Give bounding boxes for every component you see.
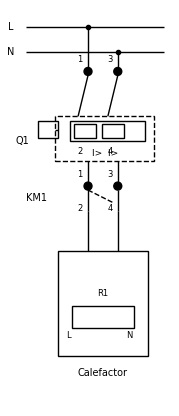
Text: N: N — [127, 331, 133, 340]
Bar — [102, 124, 124, 138]
Text: 2: 2 — [78, 147, 83, 156]
Bar — [70, 121, 145, 141]
Bar — [38, 121, 58, 138]
Circle shape — [84, 67, 92, 75]
Text: 1: 1 — [78, 170, 83, 178]
Text: L: L — [66, 331, 71, 340]
Text: N: N — [7, 47, 14, 57]
Text: 3: 3 — [107, 55, 113, 64]
Text: I>  I>: I> I> — [92, 149, 118, 158]
Text: 4: 4 — [107, 205, 112, 213]
Text: 4: 4 — [107, 147, 112, 156]
Circle shape — [114, 67, 122, 75]
Text: KM1: KM1 — [25, 193, 47, 203]
Text: R1: R1 — [97, 289, 108, 298]
Text: Q1: Q1 — [16, 136, 29, 146]
Bar — [55, 116, 154, 161]
Text: Calefactor: Calefactor — [78, 369, 128, 379]
Circle shape — [84, 182, 92, 190]
Text: 1: 1 — [78, 55, 83, 64]
Text: L: L — [8, 22, 13, 32]
Bar — [58, 251, 147, 356]
Text: 2: 2 — [78, 205, 83, 213]
Circle shape — [114, 182, 122, 190]
Bar — [72, 306, 134, 327]
Bar — [74, 124, 96, 138]
Text: 3: 3 — [107, 170, 113, 178]
